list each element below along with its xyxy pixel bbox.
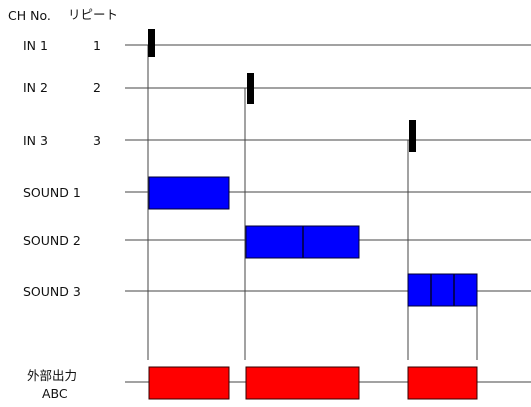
repeat-header: リピート (68, 7, 119, 22)
trigger-pulse-1 (148, 29, 155, 57)
output-block-1 (148, 366, 230, 400)
output-block-3 (407, 366, 478, 400)
input-label-1: IN 1 (23, 38, 48, 53)
input-repeat-2: 2 (93, 80, 101, 95)
input-repeat-3: 3 (93, 133, 101, 148)
sound-label-3: SOUND 3 (23, 284, 81, 299)
sound-label-2: SOUND 2 (23, 233, 81, 248)
sound3-block (407, 273, 478, 307)
input-label-3: IN 3 (23, 133, 48, 148)
trigger-pulse-3 (409, 120, 416, 152)
output-block-2 (245, 366, 360, 400)
output-label-line1: 外部出力 (27, 368, 78, 383)
trigger-pulse-2 (247, 73, 254, 104)
input-label-2: IN 2 (23, 80, 48, 95)
output-label-line2: ABC (42, 386, 68, 401)
ch-no-header: CH No. (8, 8, 51, 23)
sound1-block (148, 176, 230, 210)
input-repeat-1: 1 (93, 38, 101, 53)
sound-label-1: SOUND 1 (23, 185, 81, 200)
